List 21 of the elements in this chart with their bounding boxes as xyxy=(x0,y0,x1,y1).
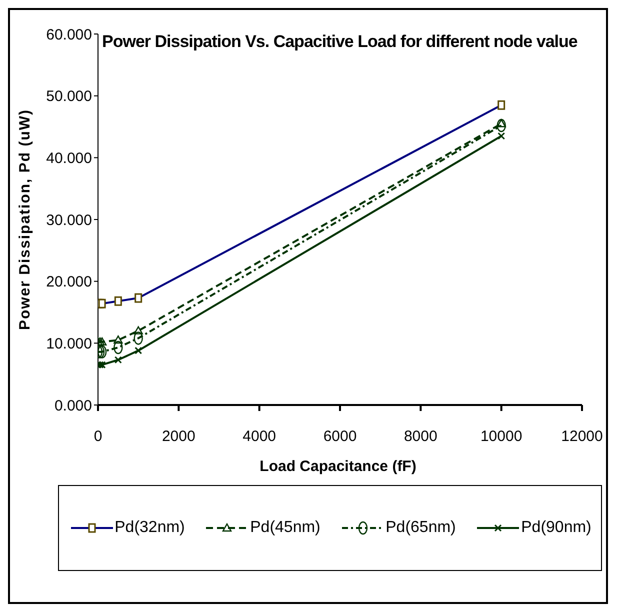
y-tick-label: 0.000 xyxy=(54,397,92,414)
x-tick-label: 10000 xyxy=(480,428,522,445)
y-tick-label: 50.000 xyxy=(46,88,92,106)
y-tick-label: 20.000 xyxy=(46,274,92,291)
y-tick-label: 60.000 xyxy=(46,26,92,44)
y-axis-title: Power Dissipation, Pd (uW) xyxy=(16,108,34,330)
x-tick-label: 2000 xyxy=(162,428,196,445)
legend-label: Pd(65nm) xyxy=(386,519,456,537)
legend-label: Pd(32nm) xyxy=(114,519,185,537)
y-tick-label: 10.000 xyxy=(46,335,92,352)
x-tick-label: 8000 xyxy=(404,428,438,445)
x-tick-label: 6000 xyxy=(323,428,357,445)
legend-label: Pd(90nm) xyxy=(521,519,592,537)
x-axis-title: Load Capacitance (fF) xyxy=(258,458,418,475)
y-tick-label: 30.000 xyxy=(46,212,92,229)
x-tick-label: 4000 xyxy=(242,428,276,445)
chart-title: Power Dissipation Vs. Capacitive Load for different node value xyxy=(102,32,578,52)
legend-label: Pd(45nm) xyxy=(250,519,320,537)
x-tick-label: 12000 xyxy=(561,428,603,445)
y-tick-label: 40.000 xyxy=(46,150,92,167)
x-tick-label: 0 xyxy=(94,428,102,445)
